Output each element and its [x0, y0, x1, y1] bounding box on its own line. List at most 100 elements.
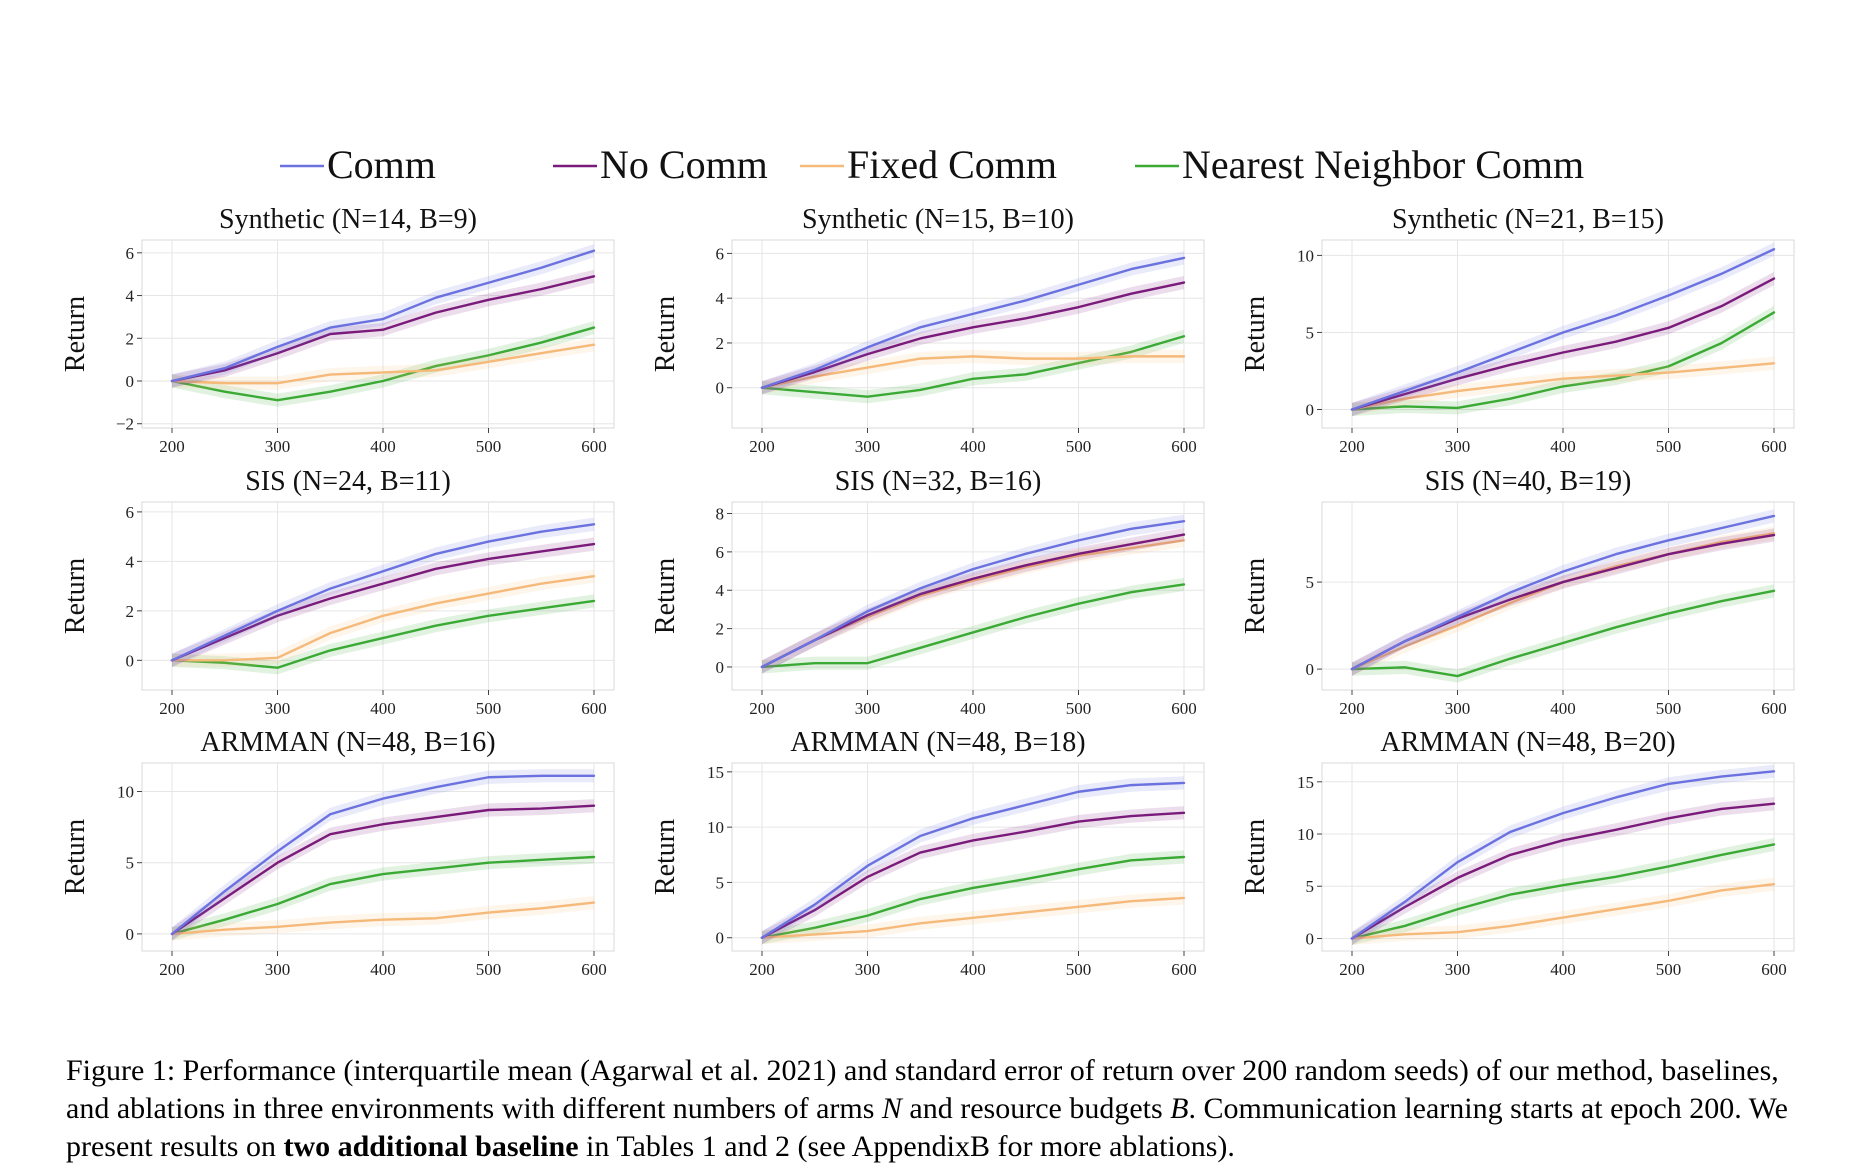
y-axis-label: Return	[62, 819, 91, 895]
band-fixed-comm	[172, 895, 594, 941]
x-tick-label: 300	[265, 960, 291, 979]
series-line-fixed-comm	[1350, 882, 1776, 940]
band-no-comm	[1352, 797, 1774, 946]
x-tick-label: 500	[1066, 437, 1092, 456]
y-axis-label: Return	[652, 819, 681, 895]
series-line-fixed-comm	[170, 901, 596, 936]
band-nearest-neighbor-comm	[762, 850, 1184, 945]
band-no-comm	[762, 806, 1184, 945]
y-tick-label: 4	[126, 552, 135, 571]
panel-title: SIS (N=40, B=19)	[1425, 466, 1632, 497]
x-tick-label: 500	[476, 960, 502, 979]
panel-sis-n-32-b-16: 200 300 400 500 600 0 2 4 6 8 SIS (N=32, B=16) Retu…	[650, 462, 1222, 729]
y-tick-label: 10	[707, 818, 724, 837]
y-tick-label: 0	[1306, 929, 1315, 948]
x-tick-label: 400	[370, 960, 396, 979]
x-tick-label: 600	[1761, 699, 1787, 718]
x-tick-label: 500	[1066, 960, 1092, 979]
band-no-comm	[1352, 271, 1774, 417]
x-tick-label: 300	[855, 437, 881, 456]
plot-area	[141, 239, 615, 429]
y-axis-label: Return	[652, 558, 681, 634]
band-nearest-neighbor-comm	[1352, 305, 1774, 417]
x-tick-label: 300	[265, 699, 291, 718]
series-line-fixed-comm	[170, 343, 596, 385]
caption-var-n: N	[881, 1092, 902, 1125]
caption-var-b: B	[1170, 1092, 1189, 1125]
x-tick-label: 300	[1445, 960, 1471, 979]
y-tick-label: 10	[117, 782, 134, 801]
x-tick-label: 200	[749, 437, 775, 456]
series-line-nearest-neighbor-comm	[170, 855, 596, 936]
y-tick-label: 2	[716, 334, 725, 353]
series-line-fixed-comm	[1350, 362, 1776, 411]
y-axis-label: Return	[62, 558, 91, 634]
caption-text-1: Figure 1: Performance (interquartile mea…	[66, 1054, 1779, 1125]
caption-text-3: . Communication learning starts at epoch…	[66, 1092, 1788, 1163]
band-nearest-neighbor-comm	[762, 577, 1184, 674]
x-tick-label: 400	[1550, 960, 1576, 979]
y-tick-label: 5	[1306, 877, 1315, 896]
y-tick-label: 5	[716, 873, 725, 892]
series-line-nearest-neighbor-comm	[1350, 843, 1776, 940]
plot-synthetic-n-14-b-9: 200 300 400 500 600 −2 0 2 4 6 Synthetic (N=14, B=…	[60, 204, 615, 456]
x-tick-label: 300	[855, 960, 881, 979]
caption-text-2: and resource budgets	[901, 1092, 1171, 1125]
band-nearest-neighbor-comm	[1352, 584, 1774, 683]
band-no-comm	[172, 799, 594, 941]
series-line-comm	[170, 523, 596, 662]
panel-synthetic-n-15-b-10: 200 300 400 500 600 0 2 4 6 Synthetic (N=15, B=10…	[650, 200, 1222, 467]
x-tick-label: 600	[581, 960, 607, 979]
y-tick-label: 0	[126, 925, 135, 944]
y-axis-label: Return	[1242, 296, 1271, 372]
x-tick-label: 200	[1339, 699, 1365, 718]
plot-armman-n-48-b-20: 200 300 400 500 600 0 5 10 15 ARMMAN (N=48, B=20)…	[1240, 727, 1795, 979]
legend-label-nearest-neighbor-comm: Nearest Neighbor Comm	[1182, 142, 1584, 187]
x-tick-label: 200	[749, 699, 775, 718]
panel-title: Synthetic (N=15, B=10)	[802, 204, 1074, 235]
x-tick-label: 500	[1066, 699, 1092, 718]
x-tick-label: 200	[1339, 960, 1365, 979]
x-tick-label: 200	[159, 699, 185, 718]
plot-sis-n-40-b-19: 200 300 400 500 600 0 5 SIS (N=40, B=19) Return	[1240, 466, 1795, 718]
plot-armman-n-48-b-18: 200 300 400 500 600 0 5 10 15 ARMMAN (N=48, B=18)…	[650, 727, 1205, 979]
x-tick-label: 500	[1656, 699, 1682, 718]
series-line-comm	[760, 781, 1186, 939]
y-tick-label: 10	[1297, 246, 1314, 265]
y-tick-label: 2	[126, 602, 135, 621]
y-tick-label: 0	[716, 929, 725, 948]
y-tick-label: 8	[716, 505, 725, 524]
y-axis-label: Return	[652, 296, 681, 372]
series-line-no-comm	[760, 281, 1186, 389]
x-tick-label: 600	[1171, 437, 1197, 456]
band-nearest-neighbor-comm	[762, 329, 1184, 404]
panel-title: Synthetic (N=21, B=15)	[1392, 204, 1664, 235]
y-tick-label: 4	[126, 287, 135, 306]
series-line-comm	[1350, 514, 1776, 671]
band-nearest-neighbor-comm	[1352, 837, 1774, 946]
y-tick-label: 2	[126, 329, 135, 348]
x-tick-label: 400	[370, 437, 396, 456]
figure-grid: 200 300 400 500 600 −2 0 2 4 6 Synthetic (N=14, B=…	[0, 200, 1876, 1000]
plot-sis-n-24-b-11: 200 300 400 500 600 0 2 4 6 SIS (N=24, B=11) Retur…	[60, 466, 615, 718]
caption-text-4: in Tables 1 and 2 (see AppendixB for mor…	[578, 1130, 1235, 1163]
caption-bold: two additional baseline	[283, 1130, 579, 1163]
band-fixed-comm	[1352, 877, 1774, 946]
x-tick-label: 300	[265, 437, 291, 456]
series-line-fixed-comm	[760, 896, 1186, 939]
y-axis-label: Return	[1242, 558, 1271, 634]
plot-area	[1321, 501, 1795, 691]
panel-armman-n-48-b-20: 200 300 400 500 600 0 5 10 15 ARMMAN (N=48, B=20)…	[1240, 723, 1812, 990]
panel-armman-n-48-b-16: 200 300 400 500 600 0 5 10 ARMMAN (N=48, B=16) Re…	[60, 723, 632, 990]
y-tick-label: 0	[716, 658, 725, 677]
panel-sis-n-40-b-19: 200 300 400 500 600 0 5 SIS (N=40, B=19) Return	[1240, 462, 1812, 729]
legend-label-fixed-comm: Fixed Comm	[847, 142, 1057, 187]
y-axis-label: Return	[1242, 819, 1271, 895]
panel-title: ARMMAN (N=48, B=18)	[790, 727, 1085, 758]
x-tick-label: 400	[1550, 699, 1576, 718]
x-tick-label: 600	[1761, 437, 1787, 456]
series-line-no-comm	[170, 542, 596, 662]
band-fixed-comm	[172, 338, 594, 390]
y-tick-label: 0	[716, 379, 725, 398]
y-axis-label: Return	[62, 296, 91, 372]
